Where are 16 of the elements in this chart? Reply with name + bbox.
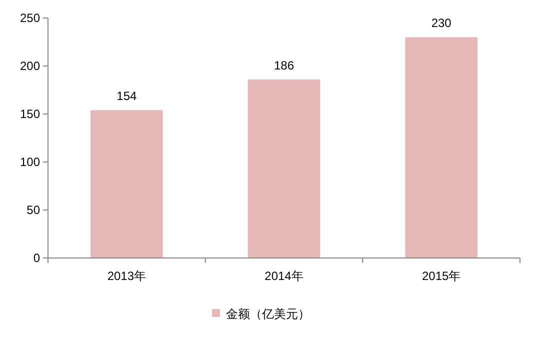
x-tick-label: 2013年	[107, 269, 146, 283]
y-tick-label: 150	[20, 107, 40, 121]
x-tick-label: 2014年	[264, 269, 304, 283]
legend-label: 金额（亿美元）	[226, 307, 310, 321]
bar	[90, 110, 163, 258]
y-tick-label: 50	[26, 203, 40, 217]
y-tick-label: 0	[33, 251, 40, 265]
bar	[248, 79, 320, 258]
data-label: 154	[116, 89, 137, 104]
data-label: 186	[274, 58, 294, 72]
x-tick-label: 2015年	[422, 269, 461, 283]
data-label: 230	[431, 16, 452, 30]
y-tick-label: 200	[20, 59, 40, 73]
y-tick-label: 100	[20, 155, 40, 169]
y-tick-label: 250	[20, 11, 40, 25]
bar	[405, 37, 478, 258]
